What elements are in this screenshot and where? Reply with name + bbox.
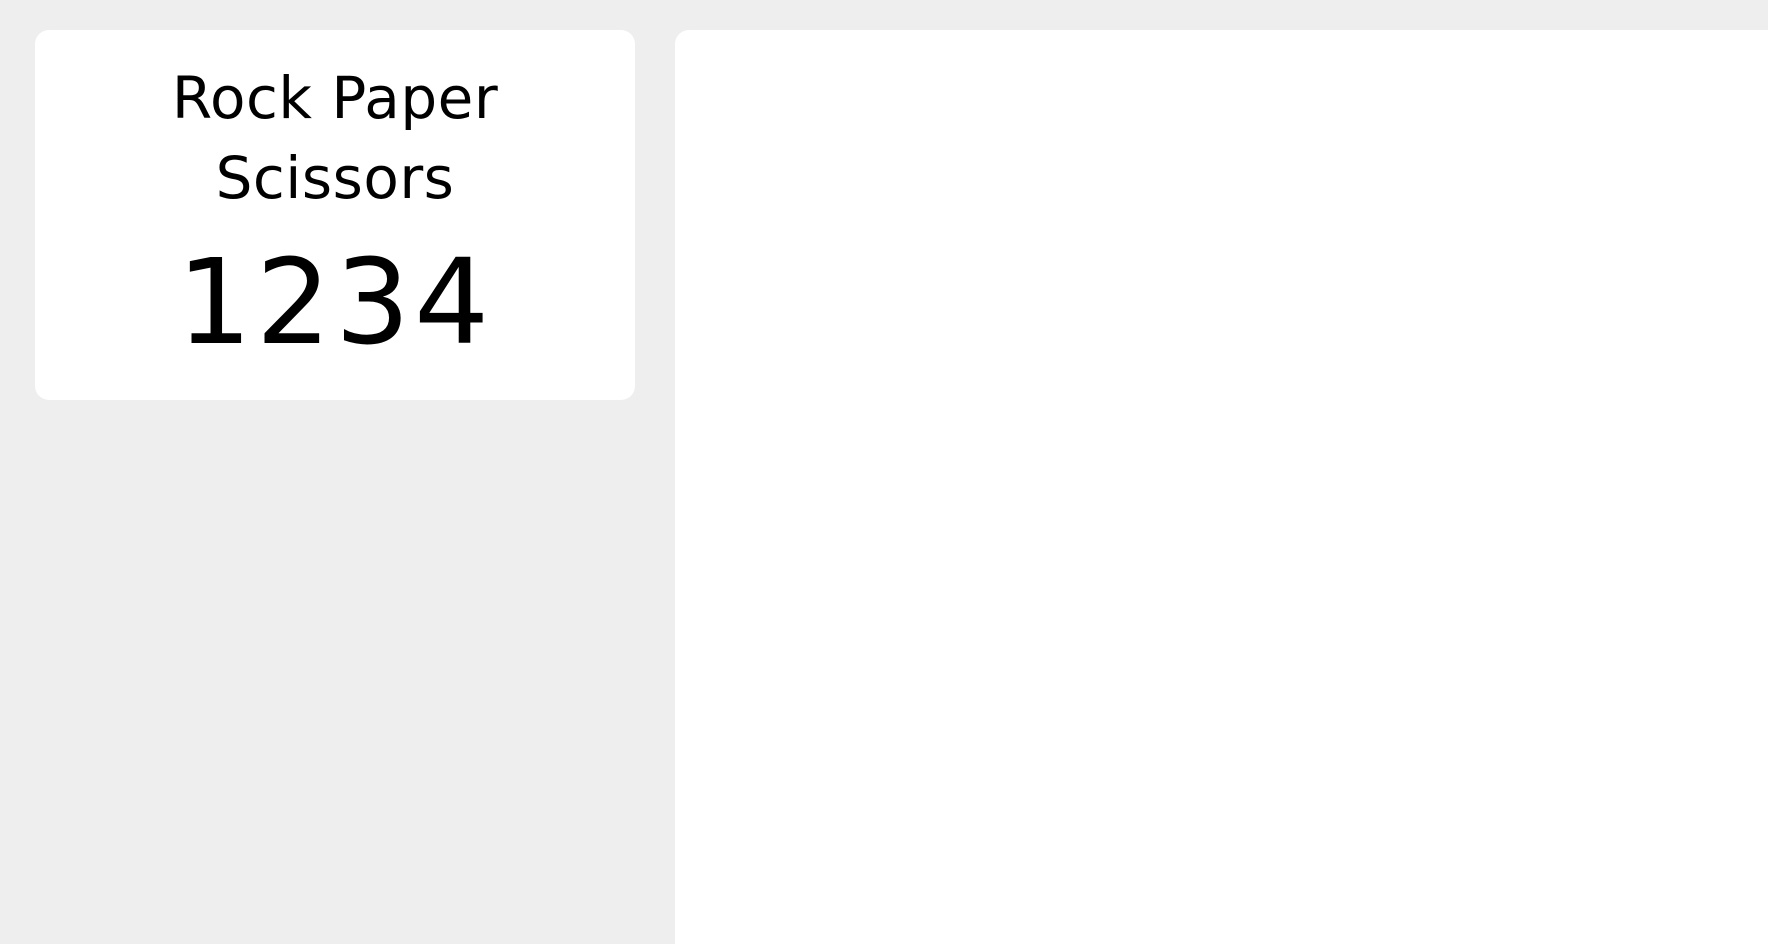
score-digit: 3 bbox=[335, 233, 415, 371]
game-title-line-2: Scissors bbox=[215, 144, 455, 212]
score-display: 1234 bbox=[35, 242, 635, 362]
game-title: Rock Paper Scissors bbox=[35, 30, 635, 218]
score-digit: 2 bbox=[255, 233, 335, 371]
game-board[interactable] bbox=[675, 30, 1768, 944]
game-title-line-1: Rock Paper bbox=[171, 64, 499, 132]
score-digit: 1 bbox=[176, 233, 256, 371]
info-panel: Rock Paper Scissors 1234 bbox=[35, 30, 635, 400]
score-digit: 4 bbox=[414, 233, 494, 371]
